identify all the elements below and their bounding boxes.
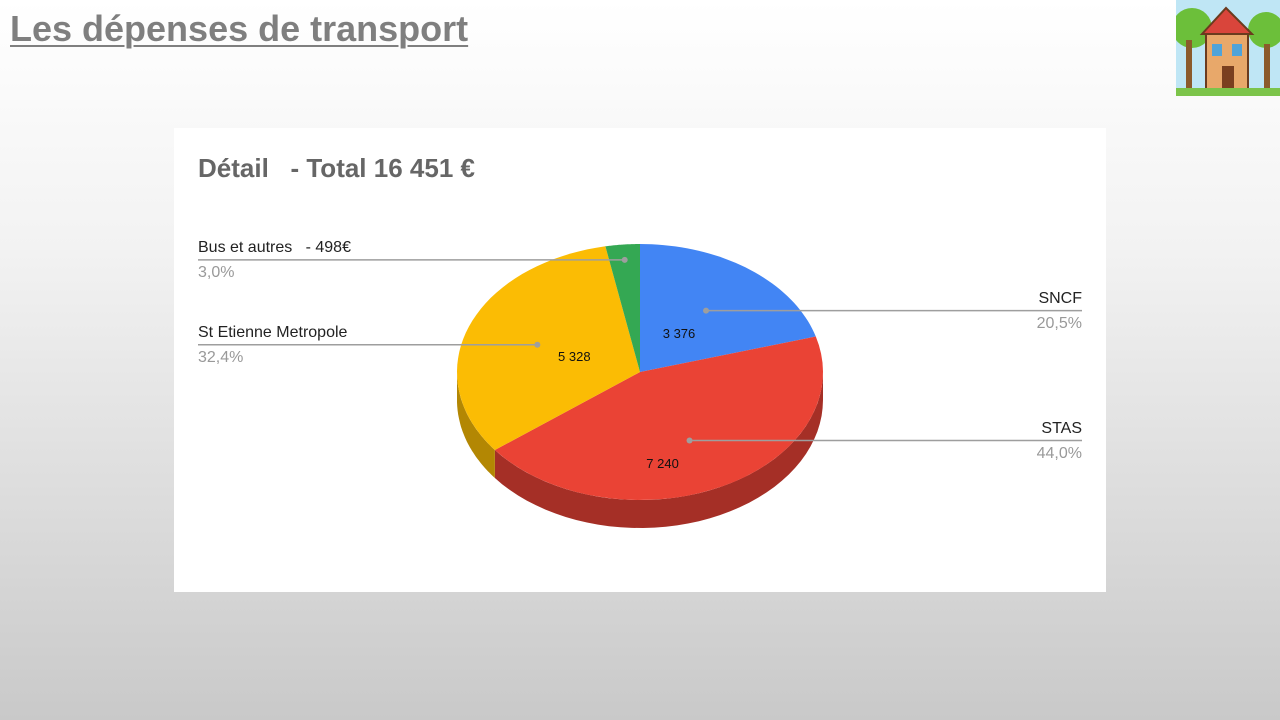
legend-label: St Etienne Metropole	[198, 324, 348, 341]
share-label: 3,0%	[198, 264, 234, 281]
leader-dot	[621, 256, 628, 263]
share-label: 20,5%	[1037, 315, 1082, 332]
slice	[494, 336, 823, 500]
legend-label: STAS	[1041, 420, 1082, 437]
slice	[605, 244, 640, 372]
slice	[457, 246, 640, 450]
leader-dot	[703, 307, 710, 314]
data-label: 5 328	[558, 349, 591, 364]
slice-side	[457, 372, 495, 478]
share-label: 44,0%	[1037, 445, 1082, 462]
data-label: 7 240	[646, 456, 679, 471]
chart: Détail - Total 16 451 € SNCF 20,5% 3 376 ST…	[174, 128, 1106, 592]
data-label: 3 376	[663, 326, 696, 341]
share-label: 32,4%	[198, 349, 243, 366]
legend-label: SNCF	[1038, 290, 1082, 307]
house-icon	[1176, 0, 1280, 96]
leader-dot	[534, 341, 541, 348]
leader-dot	[686, 437, 693, 444]
slice-side	[494, 372, 823, 528]
chart-title: Détail - Total 16 451 €	[198, 153, 475, 183]
slide-title: Les dépenses de transport	[10, 8, 469, 49]
slice	[640, 244, 816, 372]
legend-label: Bus et autres - 498€	[198, 239, 351, 256]
